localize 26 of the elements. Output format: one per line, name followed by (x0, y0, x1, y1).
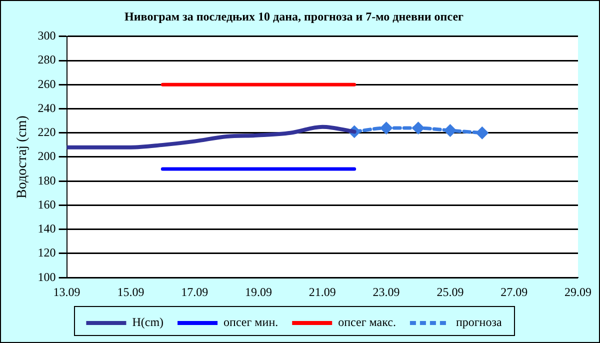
y-tick-label: 120 (38, 246, 56, 260)
legend-label: H(cm) (132, 315, 164, 330)
y-tick-label: 220 (38, 125, 56, 140)
x-tick-label: 19.09 (245, 284, 272, 299)
legend-label: опсег мин. (224, 315, 278, 330)
chart-title: Нивограм за последњих 10 дана, прогноза и 7-мо дневни опсег (124, 9, 464, 24)
y-tick-label: 240 (38, 100, 56, 115)
x-tick-label: 15.09 (117, 284, 144, 299)
x-tick-label: 29.09 (564, 284, 592, 299)
y-tick-label: 140 (38, 222, 56, 236)
y-tick-label: 280 (38, 52, 56, 67)
x-tick-label: 17.09 (181, 284, 208, 299)
y-tick-label: 160 (38, 197, 56, 212)
y-tick-label: 180 (38, 173, 56, 188)
x-tick-label: 13.09 (53, 284, 80, 299)
y-tick-label: 260 (38, 76, 56, 91)
x-tick-label: 23.09 (372, 284, 400, 299)
x-tick-label: 25.09 (436, 284, 464, 299)
y-tick-label: 300 (38, 28, 56, 43)
y-tick-label: 100 (38, 270, 56, 284)
y-tick-label: 200 (38, 149, 56, 164)
y-axis-title: Водостај (cm) (15, 115, 30, 198)
legend-label: прогноза (456, 315, 502, 330)
x-tick-label: 27.09 (500, 284, 528, 299)
legend-label: опсег макс. (338, 315, 396, 330)
x-tick-label: 21.09 (308, 284, 336, 299)
